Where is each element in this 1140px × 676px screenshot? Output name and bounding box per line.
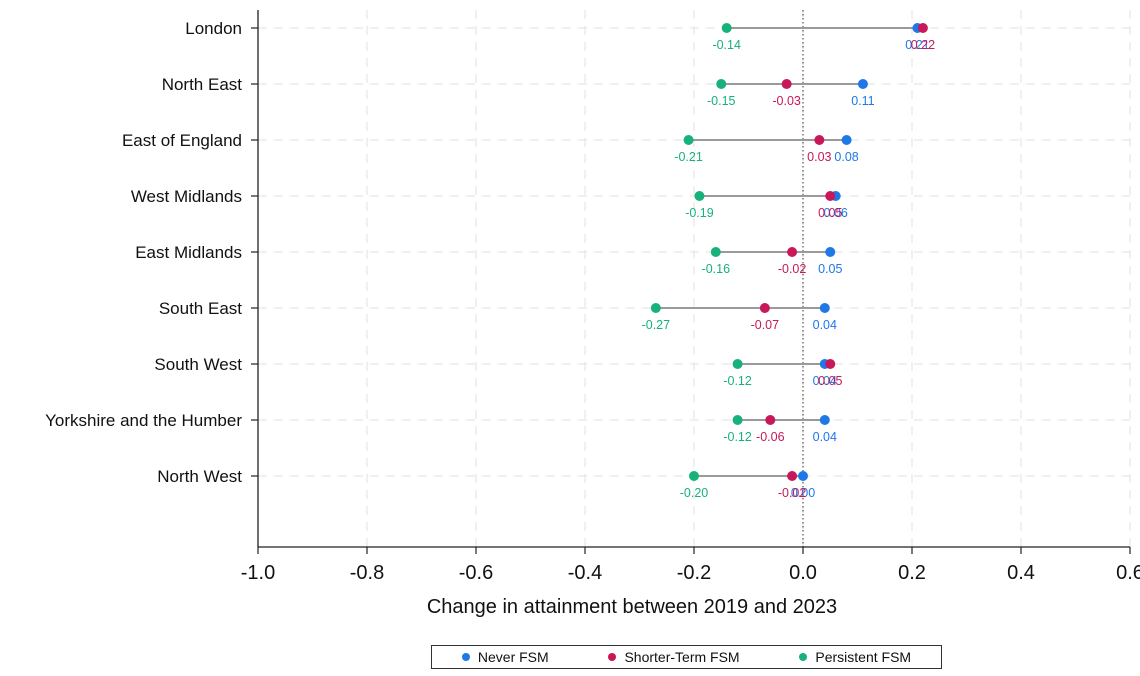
point-shorter-term-fsm-north-east [781, 79, 792, 89]
point-never-fsm-north-east [857, 79, 868, 89]
x-tick-label-4: -0.2 [677, 562, 711, 584]
x-tick-label-8: 0.6 [1116, 562, 1140, 584]
data-label-persistent-fsm-east-midlands: -0.16 [702, 262, 731, 276]
point-never-fsm-east-midlands [825, 247, 836, 257]
data-label-never-fsm-north-east: 0.11 [851, 94, 874, 108]
legend-item-shorter-term-fsm: Shorter-Term FSM [608, 649, 740, 665]
point-never-fsm-east-of-england [841, 135, 852, 145]
legend-label-shorter-term-fsm: Shorter-Term FSM [624, 649, 740, 665]
x-tick-label-1: -0.8 [350, 562, 384, 584]
point-shorter-term-fsm-east-of-england [814, 135, 825, 145]
data-label-persistent-fsm-west-midlands: -0.19 [685, 206, 714, 220]
point-persistent-fsm-south-west [732, 359, 743, 369]
point-shorter-term-fsm-yorkshire-and-the-humber [765, 415, 776, 425]
data-label-shorter-term-fsm-north-west: -0.02 [778, 486, 807, 500]
point-shorter-term-fsm-north-west [787, 471, 798, 481]
y-tick-label-london: London [185, 19, 242, 38]
data-label-shorter-term-fsm-south-east: -0.07 [751, 318, 780, 332]
point-never-fsm-yorkshire-and-the-humber [819, 415, 830, 425]
x-tick-label-3: -0.4 [568, 562, 602, 584]
data-label-shorter-term-fsm-london: 0.22 [911, 38, 935, 52]
data-label-shorter-term-fsm-west-midlands: 0.05 [818, 206, 842, 220]
data-label-shorter-term-fsm-south-west: 0.05 [818, 374, 842, 388]
y-tick-label-north-west: North West [157, 467, 242, 486]
y-tick-label-north-east: North East [162, 75, 243, 94]
data-label-persistent-fsm-north-east: -0.15 [707, 94, 736, 108]
point-shorter-term-fsm-south-east [759, 303, 770, 313]
data-label-shorter-term-fsm-east-of-england: 0.03 [807, 150, 831, 164]
data-label-never-fsm-east-of-england: 0.08 [834, 150, 858, 164]
y-tick-label-south-east: South East [159, 299, 242, 318]
legend-item-never-fsm: Never FSM [461, 649, 549, 665]
point-persistent-fsm-yorkshire-and-the-humber [732, 415, 743, 425]
point-persistent-fsm-east-of-england [683, 135, 694, 145]
point-shorter-term-fsm-east-midlands [787, 247, 798, 257]
data-label-shorter-term-fsm-yorkshire-and-the-humber: -0.06 [756, 430, 785, 444]
y-tick-label-west-midlands: West Midlands [131, 187, 242, 206]
y-tick-label-east-of-england: East of England [122, 131, 242, 150]
point-shorter-term-fsm-london [917, 23, 928, 33]
data-label-shorter-term-fsm-north-east: -0.03 [772, 94, 801, 108]
x-tick-label-2: -0.6 [459, 562, 493, 584]
point-persistent-fsm-north-west [689, 471, 699, 481]
data-label-never-fsm-west-midlands: 0.06 [824, 206, 848, 220]
data-label-persistent-fsm-yorkshire-and-the-humber: -0.12 [723, 430, 752, 444]
point-persistent-fsm-east-midlands [710, 247, 721, 257]
point-persistent-fsm-london [721, 23, 732, 33]
data-label-never-fsm-east-midlands: 0.05 [818, 262, 842, 276]
data-label-persistent-fsm-east-of-england: -0.21 [674, 150, 703, 164]
legend-marker-never-fsm [461, 653, 470, 661]
data-label-persistent-fsm-north-west: -0.20 [680, 486, 709, 500]
legend-label-persistent-fsm: Persistent FSM [815, 649, 912, 665]
chart-legend: Never FSM Shorter-Term FSM Persistent FS… [431, 645, 942, 669]
data-label-persistent-fsm-south-east: -0.27 [642, 318, 671, 332]
legend-label-never-fsm: Never FSM [477, 649, 549, 665]
data-label-never-fsm-north-west: 0.00 [791, 486, 815, 500]
data-label-never-fsm-london: 0.21 [905, 38, 929, 52]
x-axis-label: Change in attainment between 2019 and 20… [427, 596, 837, 618]
point-shorter-term-fsm-south-west [825, 359, 836, 369]
legend-item-persistent-fsm: Persistent FSM [799, 649, 911, 665]
y-tick-label-yorkshire-and-the-humber: Yorkshire and the Humber [45, 411, 242, 430]
data-label-never-fsm-south-east: 0.04 [813, 318, 837, 332]
legend-marker-shorter-term-fsm [608, 653, 617, 661]
legend-marker-persistent-fsm [799, 653, 808, 661]
data-label-never-fsm-yorkshire-and-the-humber: 0.04 [813, 430, 837, 444]
x-tick-label-5: 0.0 [789, 562, 817, 584]
point-persistent-fsm-west-midlands [694, 191, 705, 201]
data-label-never-fsm-south-west: 0.04 [813, 374, 837, 388]
data-label-persistent-fsm-london: -0.14 [712, 38, 741, 52]
point-never-fsm-north-west [798, 471, 808, 481]
x-tick-label-7: 0.4 [1007, 562, 1035, 584]
point-persistent-fsm-south-east [650, 303, 661, 313]
data-label-persistent-fsm-south-west: -0.12 [723, 374, 752, 388]
y-tick-label-east-midlands: East Midlands [135, 243, 242, 262]
point-persistent-fsm-north-east [716, 79, 727, 89]
x-tick-label-6: 0.2 [898, 562, 926, 584]
point-shorter-term-fsm-west-midlands [825, 191, 836, 201]
data-label-shorter-term-fsm-east-midlands: -0.02 [778, 262, 807, 276]
x-tick-label-0: -1.0 [241, 562, 275, 584]
y-tick-label-south-west: South West [154, 355, 242, 374]
point-never-fsm-south-east [819, 303, 830, 313]
